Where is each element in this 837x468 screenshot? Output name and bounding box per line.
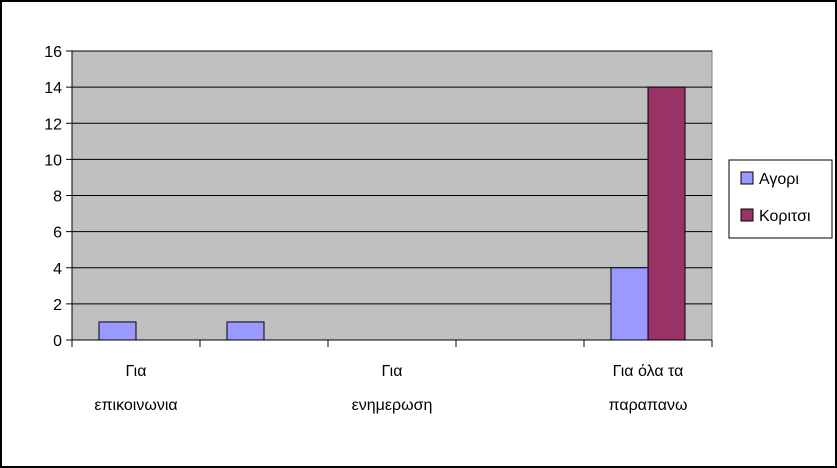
y-tick-label: 0 — [53, 333, 62, 350]
legend-swatch — [740, 171, 754, 185]
category-label: Για — [382, 363, 403, 380]
bar — [647, 86, 686, 341]
bar — [98, 321, 137, 341]
y-tick-label: 14 — [44, 80, 62, 97]
legend-label: Κοριτσι — [759, 208, 811, 225]
category-label: Για όλα τα — [613, 363, 684, 380]
category-label: παραπανω — [609, 397, 688, 414]
legend-label: Αγορι — [759, 171, 799, 188]
y-tick-label: 8 — [53, 189, 62, 206]
category-label: Για — [126, 363, 147, 380]
plot-area: 0 2 4 6 8 10 12 14 16 Για επικοινωνια Για ενημερωση Γ… — [44, 44, 713, 414]
legend: Αγορι Κοριτσι — [728, 159, 833, 239]
y-tick-label: 16 — [44, 44, 62, 61]
category-label: επικοινωνια — [94, 397, 177, 414]
y-tick-label: 10 — [44, 152, 62, 169]
y-tick-label: 6 — [53, 225, 62, 242]
y-tick-label: 4 — [53, 261, 62, 278]
bar — [226, 321, 265, 341]
y-tick-label: 2 — [53, 297, 62, 314]
legend-swatch — [740, 208, 754, 222]
category-label: ενημερωση — [352, 397, 433, 414]
y-tick-label: 12 — [44, 116, 62, 133]
bar — [610, 267, 649, 341]
